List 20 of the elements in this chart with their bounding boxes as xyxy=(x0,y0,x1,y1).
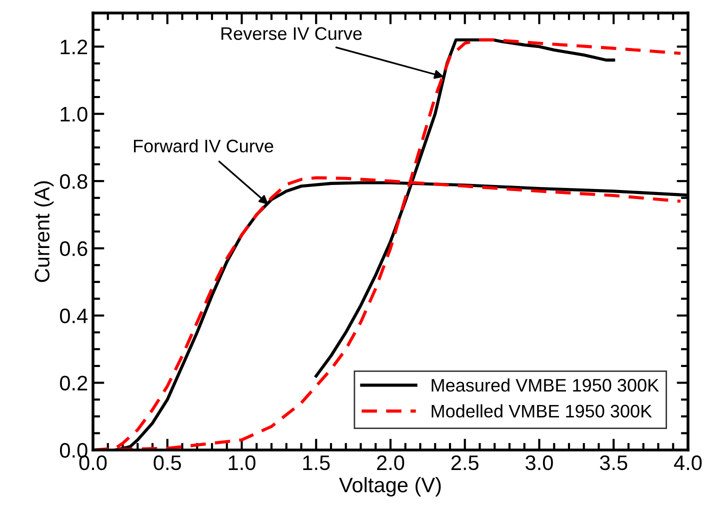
x-tick-label: 2.5 xyxy=(451,455,478,470)
legend-label: Modelled VMBE 1950 300K xyxy=(432,404,652,418)
y-tick-label: 0.8 xyxy=(60,174,88,189)
x-tick-label: 4.0 xyxy=(674,455,702,470)
x-tick-label: 3.0 xyxy=(526,455,553,470)
annotation: Reverse IV Curve xyxy=(222,27,362,40)
x-tick-label: 3.5 xyxy=(600,455,628,470)
y-tick-label: 0.2 xyxy=(60,376,88,391)
annotation: Forward IV Curve xyxy=(134,139,274,152)
y-tick-label: 1.2 xyxy=(60,40,88,54)
y-tick-label: 0.6 xyxy=(60,241,88,256)
x-tick-label: 1.5 xyxy=(303,456,330,470)
x-tick-label: 2.0 xyxy=(377,455,404,470)
y-axis-title: Current (A) xyxy=(34,181,54,282)
x-axis-title: Voltage (V) xyxy=(339,477,441,496)
y-tick-label: 1.0 xyxy=(60,106,88,122)
x-tick-label: 0.5 xyxy=(154,455,181,470)
x-tick-label: 1.0 xyxy=(228,455,256,470)
y-tick-label: 0.4 xyxy=(60,308,88,324)
legend-label: Measured VMBE 1950 300K xyxy=(432,378,659,392)
